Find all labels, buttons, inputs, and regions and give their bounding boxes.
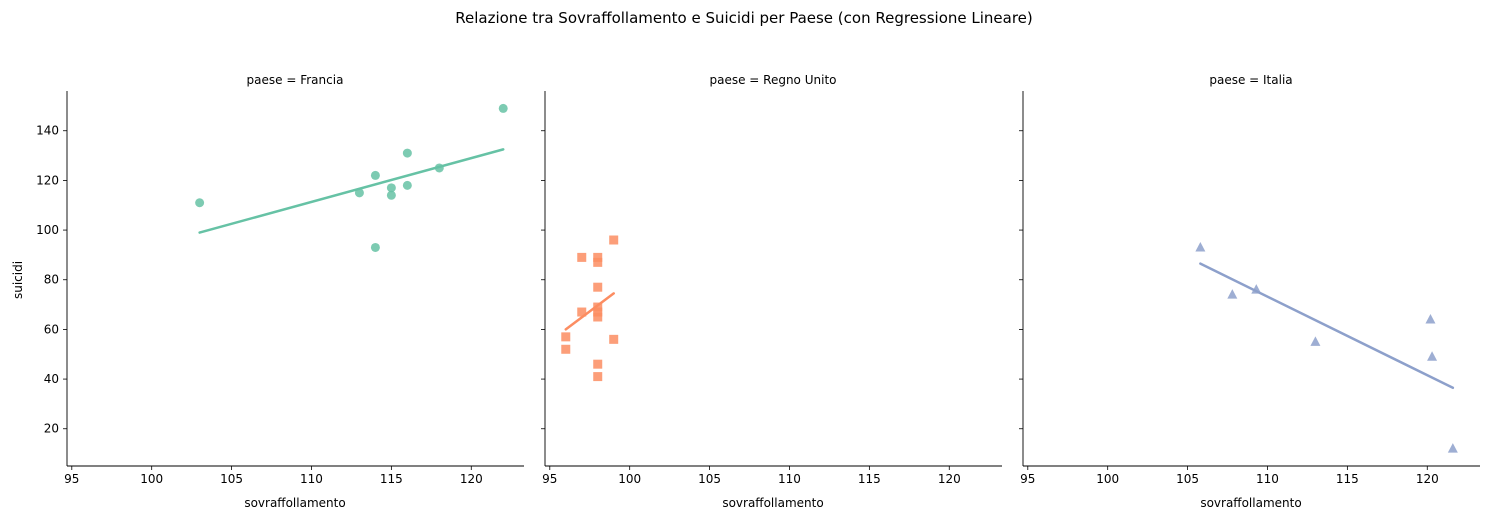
data-point (1195, 241, 1206, 252)
data-point (370, 170, 380, 180)
data-point (498, 103, 508, 113)
data-point (1251, 284, 1262, 294)
data-point (1310, 336, 1321, 346)
data-point (593, 252, 603, 262)
x-tick-label: 100 (618, 472, 641, 486)
figure-title: Relazione tra Sovraffollamento e Suicidi… (455, 9, 1033, 27)
panel-regno-unito: paese = Regno Unito sovraffollamento 95 1… (541, 73, 1002, 510)
x-tick-label: 95 (1020, 472, 1035, 486)
data-point (386, 183, 396, 193)
data-point (402, 180, 412, 190)
data-point (577, 307, 587, 317)
x-tick-label: 115 (380, 472, 403, 486)
data-point (593, 282, 603, 292)
data-point (402, 148, 412, 158)
panel-italia: paese = Italia sovraffollamento 95 100 105… (1019, 73, 1480, 510)
x-tick-label: 120 (1416, 472, 1439, 486)
x-tick-label: 120 (460, 472, 483, 486)
data-point (354, 188, 364, 198)
data-point (609, 235, 619, 245)
y-axis-label: suicidi (11, 261, 25, 299)
data-point (1427, 351, 1438, 361)
panel-title: paese = Regno Unito (709, 73, 836, 87)
y-tick-label: 100 (36, 223, 59, 237)
x-tick-label: 110 (1256, 472, 1279, 486)
x-tick-label: 95 (542, 472, 557, 486)
y-tick-label: 80 (44, 273, 59, 287)
data-point (593, 302, 603, 312)
regression-line (564, 292, 615, 331)
y-tick-label: 60 (44, 322, 59, 336)
x-axis-label: sovraffollamento (244, 496, 345, 510)
data-point (593, 257, 603, 267)
x-tick-label: 95 (64, 472, 79, 486)
x-tick-label: 115 (858, 472, 881, 486)
x-tick-label: 115 (1336, 472, 1359, 486)
regression-line (1199, 262, 1455, 390)
data-point (593, 372, 603, 382)
x-axis-label: sovraffollamento (722, 496, 823, 510)
y-tick-label: 120 (36, 173, 59, 187)
x-tick-label: 100 (1096, 472, 1119, 486)
data-point (1425, 313, 1436, 324)
data-point (609, 334, 619, 344)
data-point (1227, 289, 1238, 299)
x-tick-label: 100 (140, 472, 163, 486)
x-tick-label: 105 (1176, 472, 1199, 486)
x-tick-label: 110 (778, 472, 801, 486)
data-point (561, 344, 571, 354)
data-point (1447, 443, 1458, 453)
y-tick-label: 140 (36, 124, 59, 138)
data-point (593, 307, 603, 317)
panel-title: paese = Italia (1209, 73, 1292, 87)
data-point (386, 190, 396, 200)
regression-line (198, 148, 505, 234)
data-point (577, 252, 587, 262)
data-point (370, 242, 380, 252)
data-point (593, 359, 603, 369)
y-tick-label: 20 (44, 422, 59, 436)
data-point (561, 332, 571, 342)
x-tick-label: 110 (300, 472, 323, 486)
data-point (195, 198, 205, 208)
x-tick-label: 105 (698, 472, 721, 486)
panel-francia: paese = Francia suicidi sovraffollamento… (11, 73, 524, 510)
data-point (593, 312, 603, 322)
x-tick-label: 120 (938, 472, 961, 486)
x-tick-label: 105 (220, 472, 243, 486)
y-tick-label: 40 (44, 372, 59, 386)
x-axis-label: sovraffollamento (1200, 496, 1301, 510)
data-point (434, 163, 444, 173)
panel-title: paese = Francia (247, 73, 344, 87)
